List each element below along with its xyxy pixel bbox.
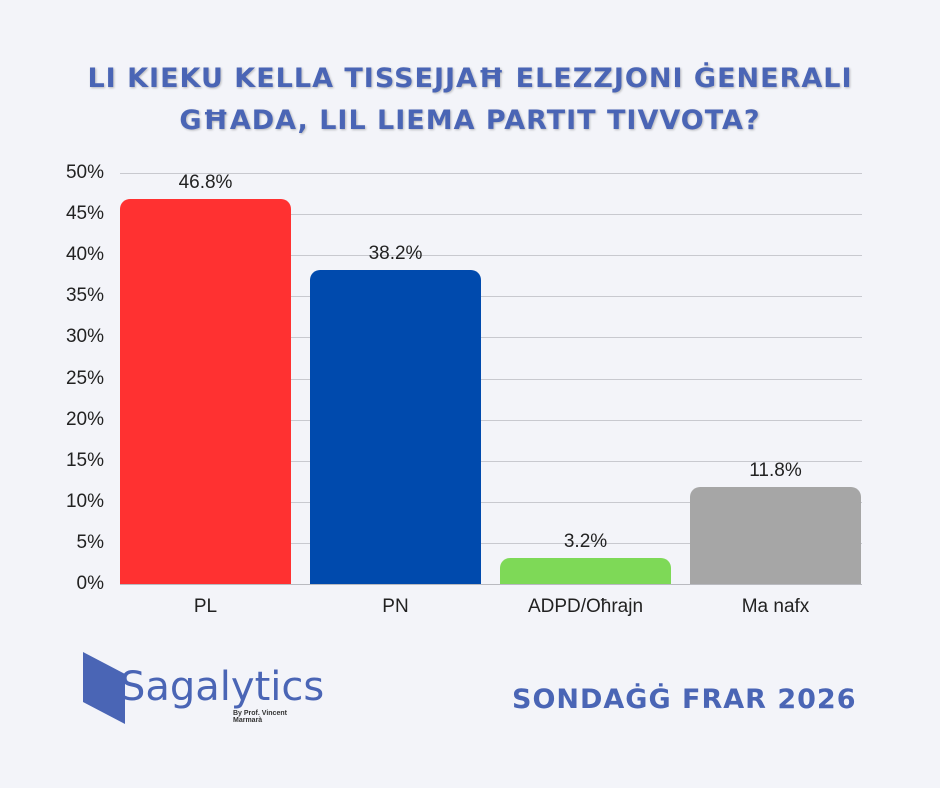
gridline bbox=[120, 460, 862, 462]
survey-date-label: SONDAĠĠ FRAR 2026 bbox=[512, 684, 857, 715]
x-tick-label: ADPD/Oħrajn bbox=[527, 596, 644, 617]
bar-ma-nafx bbox=[690, 487, 861, 584]
bar-value-label: 11.8% bbox=[749, 460, 802, 481]
y-tick-label: 10% bbox=[65, 490, 104, 512]
x-tick-label: PL bbox=[193, 596, 218, 617]
y-tick-label: 0% bbox=[76, 573, 104, 594]
gridline bbox=[120, 378, 862, 380]
chart-title-line-1: LI KIEKU KELLA TISSEJJAĦ ELEZZJONI ĠENER… bbox=[87, 63, 853, 94]
gridline bbox=[120, 501, 862, 503]
y-tick-label: 25% bbox=[65, 367, 104, 389]
gridline bbox=[120, 214, 862, 216]
gridline bbox=[120, 542, 862, 544]
y-tick-label: 40% bbox=[65, 244, 104, 266]
bar-value-label: 46.8% bbox=[178, 172, 233, 194]
gridline bbox=[120, 255, 862, 257]
y-tick-label: 5% bbox=[76, 531, 104, 553]
plot-area: 46.8% 38.2% 3.2% 11.8% bbox=[120, 172, 862, 584]
chart-title: LI KIEKU KELLA TISSEJJAĦ ELEZZJONI ĠENER… bbox=[0, 58, 940, 142]
logo-subtitle: By Prof. Vincent Marmarà bbox=[233, 710, 287, 724]
gridline bbox=[120, 173, 862, 174]
logo-parallelogram-icon bbox=[83, 652, 125, 724]
y-tick-label: 30% bbox=[65, 326, 104, 348]
bar-pn bbox=[310, 269, 481, 584]
y-tick-label: 35% bbox=[65, 285, 104, 307]
y-tick-label: 15% bbox=[65, 449, 104, 471]
bar-value-label: 38.2% bbox=[368, 242, 423, 264]
gridline bbox=[120, 296, 862, 298]
sagalytics-logo: Sagalytics By Prof. Vincent Marmarà bbox=[78, 652, 324, 724]
x-axis-line bbox=[120, 584, 862, 585]
y-tick-label: 20% bbox=[65, 408, 104, 430]
y-tick-label: 45% bbox=[65, 203, 104, 225]
bar-value-label: 3.2% bbox=[563, 530, 608, 552]
x-tick-label: PN bbox=[382, 596, 409, 617]
logo-wordmark: Sagalytics bbox=[120, 664, 325, 710]
chart-title-line-2: GĦADA, LIL LIEMA PARTIT TIVVOTA? bbox=[179, 105, 761, 136]
gridline bbox=[120, 419, 862, 421]
bar-pl bbox=[120, 199, 291, 584]
gridline bbox=[120, 337, 862, 339]
x-tick-label: Ma nafx bbox=[741, 596, 810, 617]
y-tick-label: 50% bbox=[65, 162, 104, 183]
bar-adpd-oħrajn bbox=[500, 557, 671, 584]
